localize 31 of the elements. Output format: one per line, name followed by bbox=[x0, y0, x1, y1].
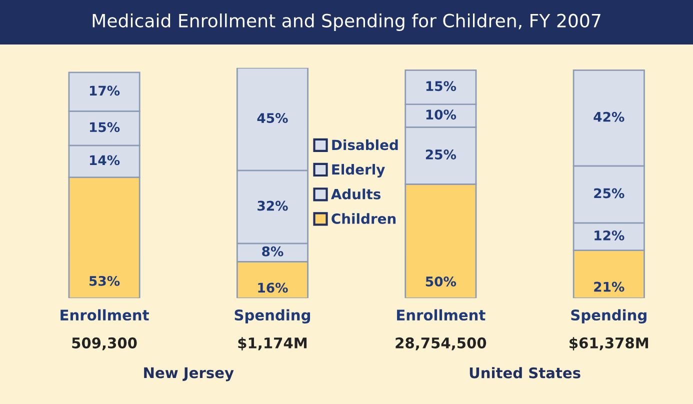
x-tick-label: Enrollment bbox=[397, 309, 486, 321]
data-label: 32% bbox=[258, 200, 288, 211]
data-label: 25% bbox=[426, 150, 456, 160]
data-label: 12% bbox=[594, 230, 624, 240]
x-tick-label: Enrollment bbox=[60, 309, 149, 321]
data-label: 21% bbox=[594, 282, 624, 292]
x-tick-label: Spending bbox=[234, 309, 310, 324]
data-label: 45% bbox=[257, 113, 288, 123]
text: New Jersey bbox=[144, 367, 234, 382]
text: United States bbox=[470, 367, 580, 378]
data-label: 8% bbox=[262, 246, 284, 256]
data-label: 42% bbox=[594, 112, 624, 122]
text: $61,378M bbox=[570, 337, 648, 350]
data-label: 25% bbox=[594, 188, 624, 198]
data-label: 53% bbox=[90, 276, 120, 286]
chart-title: Medicaid Enrollment and Spending for Children, FY 2007 bbox=[92, 13, 600, 31]
data-label: 14% bbox=[90, 155, 120, 166]
text: 509,300 bbox=[72, 337, 137, 350]
text: 28,754,500 bbox=[396, 337, 486, 350]
data-label: 17% bbox=[90, 86, 120, 96]
legend-label: Adults bbox=[330, 188, 381, 200]
data-label: 16% bbox=[258, 282, 288, 293]
data-label: 10% bbox=[426, 110, 456, 120]
legend-label: Disabled bbox=[332, 139, 398, 150]
data-label: 15% bbox=[90, 122, 120, 132]
data-label: 15% bbox=[426, 81, 456, 92]
legend-label: Elderly bbox=[332, 164, 385, 178]
data-label: 50% bbox=[426, 276, 456, 286]
x-tick-label: Spending bbox=[571, 309, 646, 324]
text: $1,174M bbox=[238, 337, 307, 350]
legend-label: Children bbox=[332, 213, 396, 224]
